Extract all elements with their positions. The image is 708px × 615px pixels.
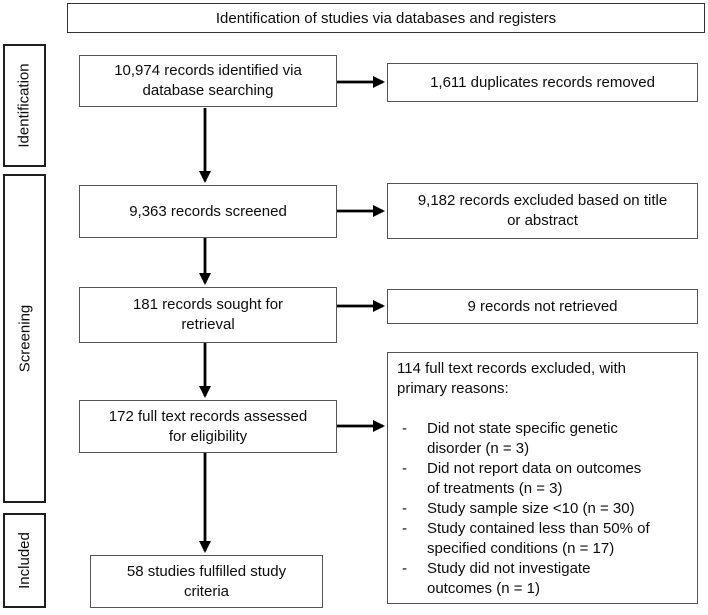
- box-fulltext-assessed: 172 full text records assessed for eligi…: [79, 400, 337, 453]
- box-records-identified: 10,974 records identified via database s…: [79, 55, 337, 107]
- box-studies-included-line2: criteria: [183, 582, 229, 600]
- stage-identification: Identification: [3, 44, 46, 167]
- box-records-screened: 9,363 records screened: [79, 185, 337, 238]
- bullet-dash: -: [402, 500, 407, 517]
- fulltext-excluded-intro: 114 full text records excluded, with pri…: [397, 360, 627, 397]
- box-studies-included-line1: 58 studies fulfilled study: [126, 562, 287, 580]
- box-records-identified-line2: database searching: [142, 82, 274, 99]
- box-not-retrieved-line1: 9 records not retrieved: [467, 297, 618, 315]
- box-records-sought: 181 records sought for retrieval: [79, 287, 337, 343]
- box-fulltext-assessed-line1: 172 full text records assessed: [108, 407, 308, 425]
- box-studies-included: 58 studies fulfilled study criteria: [90, 555, 323, 608]
- exclusion-reason-1-text: Did not state specific genetic disorder …: [427, 420, 618, 457]
- exclusion-reason-2: - Did not report data on outcomes of tre…: [402, 459, 688, 499]
- bullet-dash: -: [402, 420, 407, 437]
- box-fulltext-assessed-line2: for eligibility: [168, 427, 248, 445]
- stage-screening-label: Screening: [16, 304, 34, 373]
- stage-included: Included: [3, 513, 46, 608]
- exclusion-reason-4: - Study contained less than 50% of speci…: [402, 519, 688, 559]
- exclusion-reason-1: - Did not state specific genetic disorde…: [402, 419, 688, 459]
- exclusion-reason-5: - Study did not investigate outcomes (n …: [402, 559, 688, 599]
- box-records-screened-line1: 9,363 records screened: [129, 202, 287, 220]
- stage-identification-label: Identification: [16, 63, 34, 148]
- box-excluded-title-abstract: 9,182 records excluded based on title or…: [387, 183, 698, 239]
- box-fulltext-excluded: 114 full text records excluded, with pri…: [387, 352, 698, 604]
- exclusion-reason-3-text: Study sample size <10 (n = 30): [427, 500, 635, 517]
- stage-included-label: Included: [16, 532, 33, 589]
- bullet-dash: -: [402, 560, 407, 577]
- bullet-dash: -: [402, 460, 407, 477]
- stage-screening: Screening: [3, 174, 46, 503]
- exclusion-reason-3: - Study sample size <10 (n = 30): [402, 499, 688, 519]
- box-duplicates-removed-line1: 1,611 duplicates records removed: [430, 73, 655, 91]
- exclusion-reason-4-text: Study contained less than 50% of specifi…: [427, 520, 650, 557]
- box-records-sought-line2: retrieval: [181, 316, 235, 333]
- exclusion-reason-5-text: Study did not investigate outcomes (n = …: [427, 560, 591, 597]
- box-records-sought-line1: 181 records sought for: [132, 296, 284, 313]
- box-records-identified-line1: 10,974 records identified via: [114, 62, 302, 79]
- bullet-dash: -: [402, 520, 407, 537]
- diagram-title: Identification of studies via databases …: [215, 9, 557, 27]
- box-excluded-title-abstract-line2: or abstract: [507, 212, 578, 229]
- diagram-title-box: Identification of studies via databases …: [67, 3, 705, 33]
- exclusion-reason-2-text: Did not report data on outcomes of treat…: [427, 460, 642, 497]
- box-not-retrieved: 9 records not retrieved: [387, 289, 698, 324]
- box-excluded-title-abstract-line1: 9,182 records excluded based on title: [417, 192, 668, 209]
- box-duplicates-removed: 1,611 duplicates records removed: [387, 63, 698, 102]
